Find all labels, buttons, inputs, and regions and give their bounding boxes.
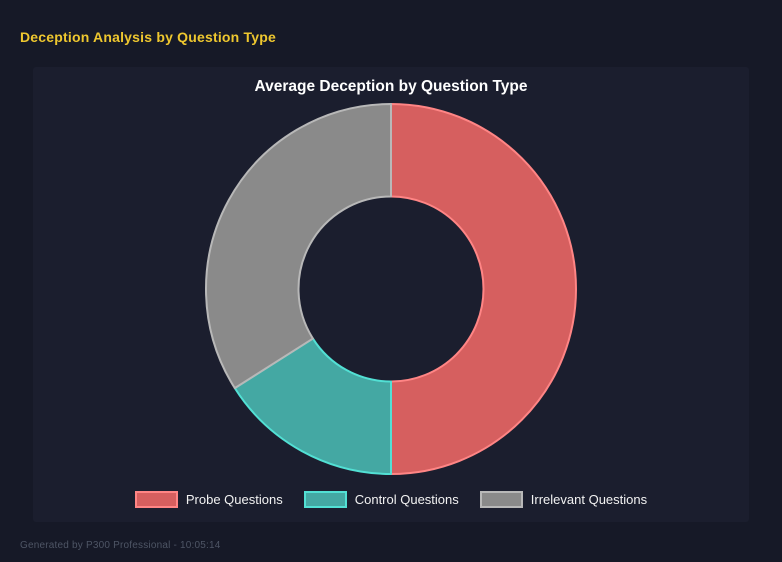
legend-item-1[interactable]: Control Questions — [303, 491, 459, 508]
page-title: Deception Analysis by Question Type — [20, 29, 276, 45]
legend-swatch — [134, 491, 178, 508]
donut-segment-1[interactable] — [233, 337, 392, 475]
legend-swatch — [479, 491, 523, 508]
donut-segment-2[interactable] — [205, 103, 392, 390]
donut-segment-0[interactable] — [390, 103, 577, 475]
footer-text: Generated by P300 Professional - 10:05:1… — [20, 540, 221, 551]
chart-legend: Probe Questions Control Questions Irreleva… — [134, 491, 648, 508]
chart-title: Average Deception by Question Type — [254, 78, 528, 95]
legend-label: Irrelevant Questions — [530, 492, 648, 507]
legend-item-0[interactable]: Probe Questions — [134, 491, 283, 508]
legend-item-2[interactable]: Irrelevant Questions — [479, 491, 648, 508]
donut-chart[interactable] — [203, 101, 579, 477]
legend-label: Control Questions — [354, 492, 459, 507]
legend-swatch — [303, 491, 347, 508]
legend-label: Probe Questions — [185, 492, 283, 507]
chart-panel: Average Deception by Question Type Probe… — [33, 67, 749, 522]
